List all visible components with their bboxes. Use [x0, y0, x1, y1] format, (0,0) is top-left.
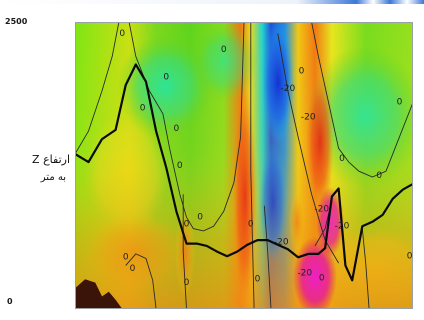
- contour-label: 0: [248, 219, 254, 229]
- contour-line: [128, 22, 245, 232]
- contour-label: 0: [184, 278, 190, 288]
- contour-label: -20: [297, 269, 312, 279]
- contour-label: -20: [314, 204, 329, 214]
- contour-label: 0: [397, 98, 403, 108]
- y-tick-label-top: 2500: [5, 17, 28, 26]
- contour-label: 0: [407, 252, 413, 262]
- thick-profile-line: [75, 63, 413, 282]
- contour-line: [277, 33, 339, 264]
- contour-line: [361, 228, 370, 309]
- y-tick-label-bottom: 0: [7, 297, 13, 306]
- heatmap-field: [75, 22, 413, 309]
- contour-label: -20: [281, 84, 296, 94]
- contour-label: -20: [335, 222, 350, 232]
- terrain-shape: [75, 279, 123, 309]
- contour-line: [263, 205, 272, 309]
- contour-line: [250, 22, 255, 309]
- contour-label: 0: [299, 67, 305, 77]
- contour-label: 0: [319, 273, 325, 283]
- contour-line: [311, 22, 413, 178]
- contour-label: 0: [376, 171, 382, 181]
- contour-label: 0: [174, 124, 180, 134]
- contour-line: [182, 194, 187, 309]
- contour-label: 0: [163, 72, 169, 82]
- thick-profile-polyline: [75, 63, 413, 282]
- y-axis-label-line-2: به متر: [40, 172, 66, 183]
- contour-label: 0: [130, 264, 136, 274]
- window-title-strip: [0, 0, 424, 4]
- contour-label: 0: [221, 45, 227, 55]
- contour-label: -20: [274, 238, 289, 248]
- contour-label: 0: [184, 219, 190, 229]
- contour-lines: [75, 22, 413, 309]
- contour-label: 0: [119, 29, 125, 39]
- contour-label: -20: [301, 113, 316, 123]
- contour-label: 0: [123, 253, 129, 263]
- contour-label: 0: [177, 161, 183, 171]
- contour-label: 0: [255, 274, 261, 284]
- terrain-profile: [75, 279, 123, 309]
- contour-label: 0: [197, 213, 203, 223]
- contour-label: 0: [339, 154, 345, 164]
- contour-label: 0: [140, 103, 146, 113]
- contour-line: [75, 22, 120, 155]
- contour-line: [125, 253, 157, 309]
- y-axis-label-line-1: ارتفاع Z: [32, 153, 70, 166]
- plot-border: [75, 22, 413, 309]
